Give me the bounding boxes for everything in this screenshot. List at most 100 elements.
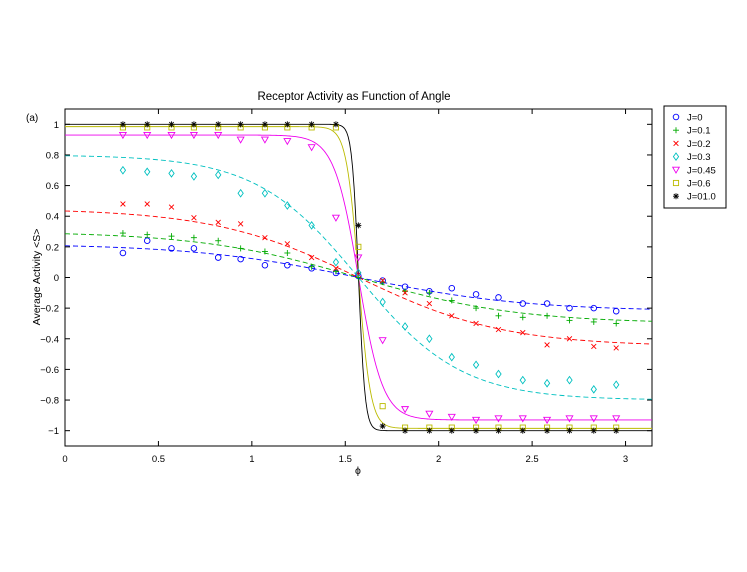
data-point [472,360,480,370]
data-point [261,188,269,198]
data-point [190,172,198,181]
data-point [354,254,363,262]
data-point [332,268,339,275]
data-point [167,131,176,140]
data-point [448,297,455,304]
data-point [308,263,315,270]
data-point [308,121,315,128]
data-point [473,427,480,434]
x-tick-label: 3 [623,454,628,465]
data-point [261,121,268,128]
data-point [215,170,222,180]
data-point [591,343,597,350]
legend-marker [671,166,681,174]
data-point [495,312,502,319]
data-point [236,136,245,144]
data-point [402,290,408,296]
legend-box [663,105,727,209]
data-point [449,313,455,319]
data-point [190,121,197,128]
data-point [379,403,386,410]
y-tick-label: 0.8 [46,150,59,161]
legend-marker [672,152,680,161]
data-point [118,131,127,140]
data-point [425,410,434,418]
data-point [144,231,151,238]
data-point [565,415,574,423]
data-point [494,415,503,423]
data-point [472,291,480,298]
x-axis-label: ϕ [355,465,361,477]
data-point [613,380,620,390]
data-point [426,334,433,344]
data-point [284,261,291,269]
data-point [168,245,175,252]
legend: J=0 J=0.1 J=0.2 J=0.3 J=0.45 J=0.6 J=01.0 [663,105,727,209]
data-point [400,406,410,414]
data-point [426,289,433,296]
data-point [590,384,597,394]
data-point [379,423,386,430]
data-point [613,345,619,351]
x-tick-label: 1.5 [339,454,352,465]
data-point [495,369,502,379]
data-point [355,271,362,278]
legend-marker [673,193,679,200]
data-point [590,304,598,312]
y-tick-label: 0.2 [46,242,59,253]
data-point [590,318,597,325]
data-point [379,277,386,284]
data-point [448,427,455,434]
data-point [119,165,127,175]
data-point [168,121,175,128]
data-point [331,214,341,222]
data-point [307,144,316,152]
fit-curve-4 [64,155,653,400]
data-point [284,201,291,210]
data-point [612,307,620,315]
data-point [473,305,480,312]
data-point [543,378,551,388]
y-tick-label: 0.6 [46,181,59,192]
x-tick-label: 1 [249,454,254,465]
legend-entry: J=0.6 [687,179,711,190]
x-axis-ticks: 0 0.5 1 1.5 2 2.5 3 [62,109,628,465]
data-point [190,245,198,252]
data-point [495,294,502,301]
panel-label: (a) [26,113,38,124]
data-point [168,204,175,210]
legend-entry: J=0.3 [687,152,711,163]
x-tick-label: 2.5 [526,454,539,465]
data-point [284,241,291,247]
data-point [215,219,221,226]
data-point [308,254,315,261]
y-axis-ticks: −1 −0.8 −0.6 −0.4 −0.2 0 0.2 0.4 0.6 0.8 1 [40,120,652,437]
y-tick-label: −1 [48,426,59,437]
data-point [448,352,455,362]
data-point [168,168,175,178]
data-point [566,336,573,342]
data-point [519,314,526,321]
data-point [613,320,620,327]
data-point [544,342,550,348]
x-tick-label: 0.5 [152,454,165,465]
data-point [191,215,197,221]
data-point [119,230,126,237]
data-point [520,329,526,336]
data-point [379,297,386,307]
data-point [237,255,244,263]
data-point [473,320,479,327]
data-point [566,427,573,434]
fit-curve-1 [64,245,653,310]
data-point [519,375,526,385]
data-point [215,237,222,244]
fit-curve-3 [64,210,653,345]
y-tick-label: 0 [54,273,59,284]
legend-entry: J=0.45 [687,165,716,176]
data-point [495,326,502,333]
chart-title: Receptor Activity as Function of Angle [257,91,450,103]
data-point [355,243,362,250]
data-point [284,121,291,128]
y-tick-label: 0.4 [46,212,59,223]
data-point [119,121,126,128]
